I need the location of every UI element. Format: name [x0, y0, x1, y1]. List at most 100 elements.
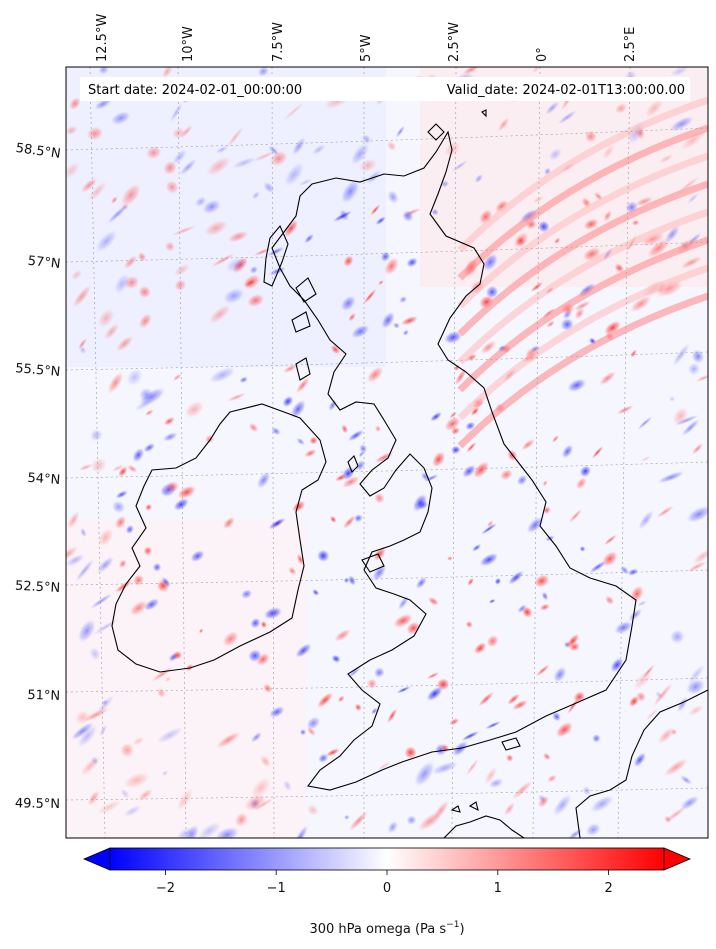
- omega-blob: [643, 98, 665, 119]
- omega-blob: [168, 652, 179, 663]
- header-strip: [80, 77, 690, 101]
- omega-blob: [137, 251, 147, 263]
- omega-blob: [679, 794, 701, 811]
- omega-blob: [568, 507, 583, 524]
- omega-blob: [614, 102, 629, 115]
- omega-blob: [614, 263, 625, 273]
- omega-blob: [259, 754, 272, 768]
- omega-blob: [668, 395, 676, 403]
- omega-blob: [431, 450, 446, 469]
- coast-isle-of-wight: [501, 737, 521, 751]
- omega-blob: [270, 426, 282, 436]
- omega-blob: [342, 254, 355, 268]
- omega-blob: [633, 196, 655, 207]
- omega-blob: [680, 417, 701, 438]
- omega-blob: [443, 140, 462, 158]
- omega-blob: [579, 545, 586, 553]
- coast-anglesey: [361, 553, 385, 573]
- omega-blob: [103, 322, 120, 341]
- map-frame: [65, 66, 709, 839]
- omega-blob: [305, 715, 322, 731]
- omega-blob: [386, 820, 399, 834]
- omega-blob: [521, 605, 534, 619]
- omega-blob: [89, 456, 108, 475]
- omega-blob: [395, 124, 406, 139]
- omega-blob: [346, 666, 362, 679]
- omega-blob: [357, 157, 378, 174]
- omega-blob: [551, 711, 562, 722]
- coast-mull: [291, 311, 311, 333]
- omega-blob: [250, 149, 278, 163]
- omega-blob: [503, 801, 516, 817]
- omega-blob: [196, 820, 223, 838]
- omega-blob: [221, 287, 246, 305]
- lon-label: 7.5°W: [271, 22, 286, 62]
- coast-isle-of-man: [347, 455, 359, 473]
- omega-blob: [68, 96, 82, 111]
- omega-blob: [653, 278, 685, 299]
- coast-great-britain: [271, 130, 637, 791]
- omega-blob: [248, 422, 259, 433]
- omega-blob: [512, 230, 530, 250]
- omega-blob: [66, 160, 81, 180]
- omega-blob: [89, 428, 104, 443]
- omega-blob: [207, 365, 238, 384]
- omega-blob: [679, 129, 707, 152]
- omega-blob: [88, 592, 114, 610]
- omega-blob: [575, 476, 588, 491]
- omega-blob: [131, 447, 145, 463]
- omega-blob: [358, 443, 368, 454]
- omega-blob: [204, 155, 233, 177]
- omega-field: [66, 67, 708, 838]
- omega-blob: [291, 500, 307, 513]
- omega-blob: [287, 566, 297, 576]
- omega-blob: [233, 811, 249, 828]
- omega-blob: [533, 573, 551, 589]
- omega-blob: [373, 492, 386, 505]
- omega-blob: [473, 641, 488, 655]
- omega-blob: [686, 663, 706, 686]
- omega-blob: [636, 600, 648, 607]
- omega-blob: [403, 745, 418, 760]
- omega-blob: [429, 760, 460, 776]
- omega-blob: [631, 219, 640, 226]
- omega-blob: [448, 717, 460, 726]
- omega-blob: [115, 334, 135, 353]
- omega-blob: [429, 411, 443, 423]
- colorbar-min-extend: [82, 847, 111, 871]
- omega-blob: [628, 695, 640, 708]
- omega-blob: [113, 272, 131, 295]
- omega-blob: [392, 322, 401, 329]
- omega-blob: [366, 677, 378, 690]
- omega-blob: [282, 779, 293, 792]
- lon-label: 5°W: [359, 34, 374, 62]
- omega-blob: [465, 620, 474, 629]
- omega-blob: [426, 671, 441, 680]
- omega-blob: [70, 268, 83, 281]
- omega-blob: [118, 559, 128, 569]
- omega-blob: [247, 648, 263, 663]
- omega-blob: [164, 240, 176, 253]
- omega-blob: [98, 723, 108, 738]
- omega-blob: [110, 195, 119, 205]
- omega-blob: [347, 312, 357, 322]
- omega-blob: [297, 178, 314, 187]
- omega-blob: [574, 307, 586, 321]
- omega-blob: [467, 577, 475, 587]
- coast-outer-hebrides: [263, 224, 289, 287]
- lon-label: 2.5°W: [447, 22, 462, 62]
- omega-blob: [496, 116, 511, 133]
- omega-blob: [79, 755, 101, 777]
- omega-blob: [251, 191, 261, 200]
- omega-blob: [630, 349, 638, 359]
- omega-blob: [373, 666, 386, 679]
- omega-blob: [598, 370, 617, 387]
- omega-blob: [160, 576, 172, 588]
- start-date-label: Start date: 2024-02-01_00:00:00: [88, 83, 302, 98]
- omega-blob: [289, 398, 307, 420]
- omega-blob: [126, 464, 139, 474]
- omega-blob: [331, 210, 354, 223]
- colorbar-gradient: [109, 847, 665, 871]
- omega-blob: [316, 548, 331, 563]
- omega-blob: [162, 159, 178, 176]
